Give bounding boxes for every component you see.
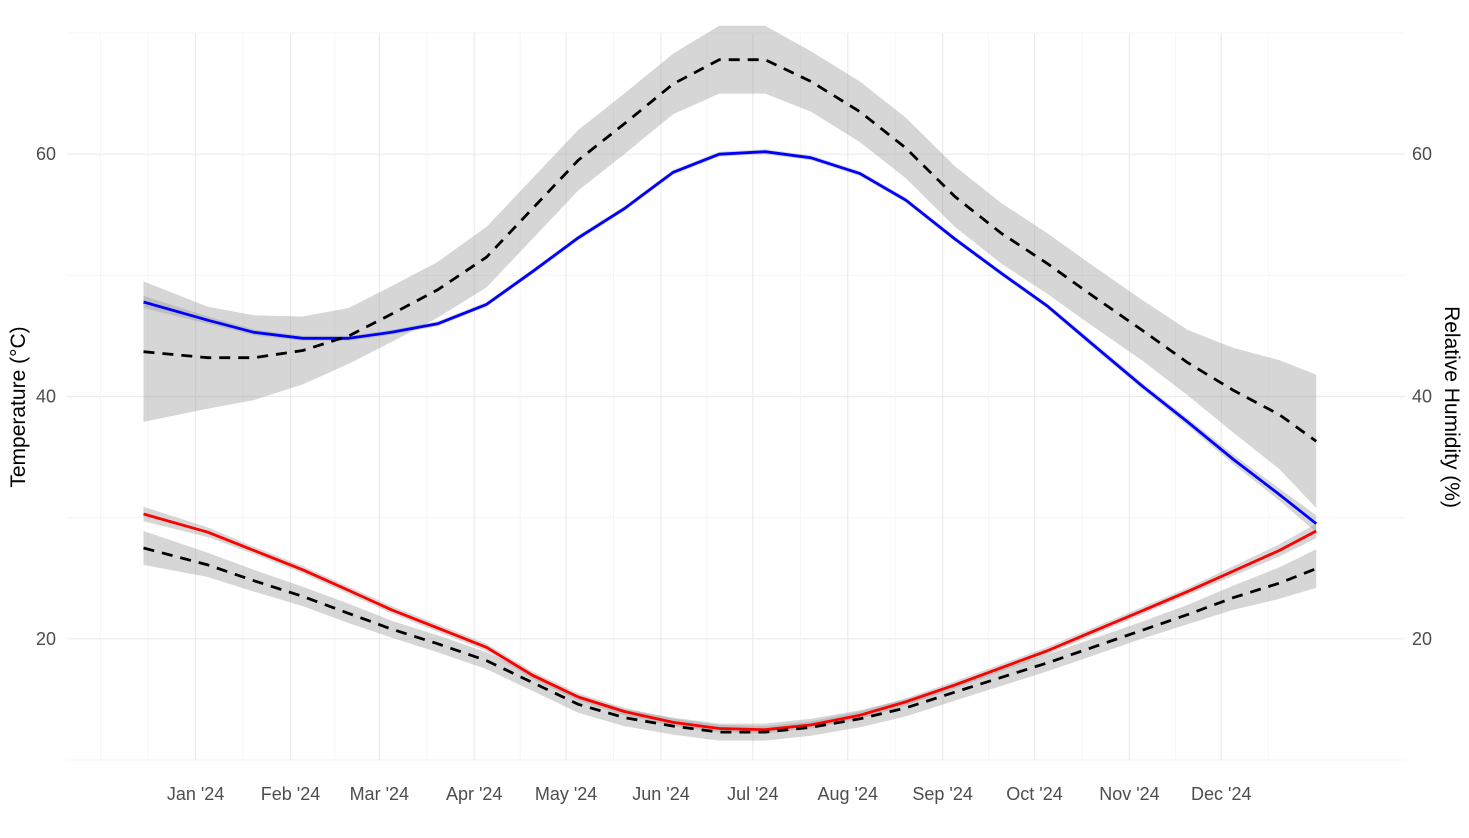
y2-axis-title: Relative Humidity (%) bbox=[1440, 306, 1463, 508]
y-axis-title: Temperature (°C) bbox=[7, 326, 30, 487]
confidence-band-4 bbox=[143, 531, 1317, 741]
x-tick-label: Sep '24 bbox=[912, 784, 973, 804]
y-tick-label: 40 bbox=[36, 387, 56, 407]
series-line-3 bbox=[143, 512, 1317, 732]
y-tick-label: 60 bbox=[36, 144, 56, 164]
series-line-1 bbox=[143, 150, 1318, 525]
x-tick-label: Oct '24 bbox=[1006, 784, 1062, 804]
y2-tick-label: 20 bbox=[1412, 629, 1432, 649]
grid-lines bbox=[67, 32, 1405, 761]
x-tick-label: Apr '24 bbox=[446, 784, 502, 804]
x-tick-label: Feb '24 bbox=[261, 784, 320, 804]
confidence-band-3 bbox=[143, 506, 1317, 734]
x-tick-label: Dec '24 bbox=[1191, 784, 1251, 804]
x-tick-label: Jul '24 bbox=[727, 784, 778, 804]
y2-tick-label: 40 bbox=[1412, 387, 1432, 407]
y2-tick-label: 60 bbox=[1412, 144, 1432, 164]
series-line-4 bbox=[143, 546, 1317, 734]
confidence-band-2 bbox=[143, 25, 1317, 508]
axes: 20 40 60 20 40 60 Jan '24 Feb '24 Mar '24 Apr '24… bbox=[36, 144, 1432, 804]
confidence-bands bbox=[143, 25, 1317, 741]
x-tick-label: Mar '24 bbox=[350, 784, 409, 804]
x-tick-label: Jan '24 bbox=[167, 784, 224, 804]
x-tick-label: Aug '24 bbox=[818, 784, 879, 804]
x-tick-label: May '24 bbox=[535, 784, 597, 804]
x-tick-label: Jun '24 bbox=[632, 784, 689, 804]
series-lines bbox=[143, 58, 1318, 734]
series-line-2 bbox=[143, 58, 1318, 443]
y-tick-label: 20 bbox=[36, 629, 56, 649]
x-tick-label: Nov '24 bbox=[1099, 784, 1159, 804]
